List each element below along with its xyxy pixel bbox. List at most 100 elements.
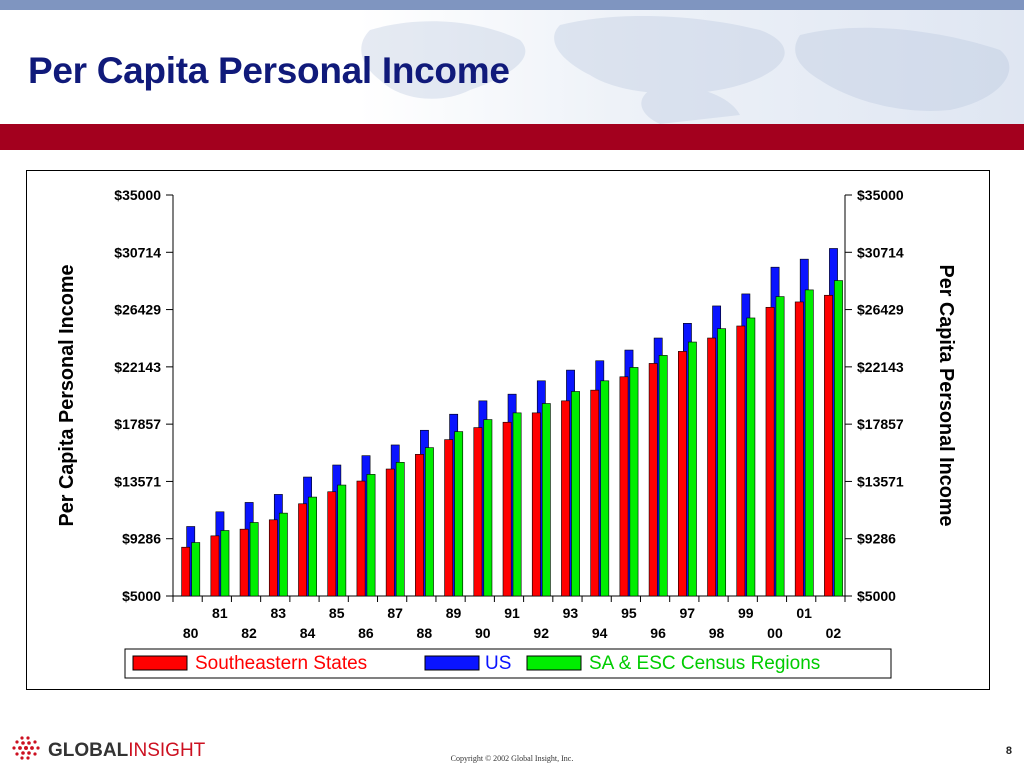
bar-southeastern-states-00 (765, 306, 775, 597)
x-tick-label: 93 (563, 605, 579, 621)
x-tick-label: 95 (621, 605, 637, 621)
x-tick-label: 98 (709, 625, 725, 641)
bar-southeastern-states-90 (473, 427, 483, 597)
slide-title: Per Capita Personal Income (28, 50, 510, 91)
y-tick-label-left: $22143 (114, 359, 161, 375)
bar-sa-esc-census-regions-97 (688, 341, 697, 597)
bar-southeastern-states-99 (736, 325, 746, 597)
x-tick-label: 80 (183, 625, 199, 641)
bar-southeastern-states-87 (385, 468, 395, 597)
x-tick-label: 83 (270, 605, 286, 621)
bar-southeastern-states-84 (298, 503, 307, 597)
bar-sa-esc-census-regions-86 (366, 474, 376, 597)
x-tick-label: 86 (358, 625, 374, 641)
global-insight-logo: GLOBALINSIGHT (12, 736, 206, 761)
y-tick-label-right: $9286 (857, 531, 896, 547)
bar-southeastern-states-01 (794, 301, 804, 597)
bar-southeastern-states-96 (648, 363, 658, 597)
copyright-notice: Copyright © 2002 Global Insight, Inc. (450, 754, 574, 763)
bar-southeastern-states-95 (619, 376, 629, 597)
bar-southeastern-states-94 (590, 389, 600, 597)
y-tick-label-left: $17857 (114, 416, 161, 432)
bar-southeastern-states-83 (268, 519, 278, 597)
bar-sa-esc-census-regions-87 (395, 462, 405, 597)
y-tick-label-right: $26429 (857, 302, 904, 318)
legend: Southeastern States US SA & ESC Census Reg… (124, 648, 892, 679)
y-tick-label-right: $5000 (857, 588, 896, 604)
income-bar-chart: $35000 $35000 $30714 $30714 $26429 $26429 $221… (56, 187, 957, 679)
x-tick-label: 89 (446, 605, 462, 621)
legend-label: SA & ESC Census Regions (589, 653, 820, 674)
y-tick-label-left: $9286 (122, 531, 161, 547)
bar-sa-esc-census-regions-80 (191, 542, 201, 597)
x-tick-label: 02 (826, 625, 842, 641)
bar-southeastern-states-91 (502, 421, 512, 597)
bar-southeastern-states-85 (327, 491, 337, 597)
y-tick-label-left: $5000 (122, 588, 161, 604)
y-tick-label-right: $30714 (857, 244, 904, 260)
bar-sa-esc-census-regions-94 (600, 380, 610, 597)
y-axis-title-right: Per Capita Personal Income (935, 265, 957, 527)
legend-box (124, 648, 892, 679)
y-axis-title-left: Per Capita Personal Income (56, 265, 78, 527)
bar-southeastern-states-88 (415, 454, 424, 597)
bar-sa-esc-census-regions-95 (629, 367, 639, 597)
legend-swatch (424, 655, 480, 671)
bar-sa-esc-census-regions-81 (220, 530, 230, 597)
y-tick-label-left: $13571 (114, 473, 161, 489)
bar-sa-esc-census-regions-92 (541, 403, 551, 597)
bar-southeastern-states-97 (678, 351, 687, 597)
x-tick-label: 81 (212, 605, 228, 621)
bar-sa-esc-census-regions-93 (571, 391, 580, 597)
bar-sa-esc-census-regions-83 (278, 512, 288, 597)
x-tick-label: 88 (417, 625, 433, 641)
bar-sa-esc-census-regions-84 (308, 496, 317, 597)
bar-sa-esc-census-regions-02 (834, 280, 843, 597)
y-tick-label-left: $26429 (114, 302, 161, 318)
bar-sa-esc-census-regions-88 (425, 447, 434, 597)
x-tick-label: 97 (680, 605, 696, 621)
x-tick-label: 01 (796, 605, 812, 621)
x-tick-label: 90 (475, 625, 491, 641)
chart-frame: $35000 $35000 $30714 $30714 $26429 $26429 $221… (26, 170, 990, 690)
bar-sa-esc-census-regions-89 (454, 431, 464, 597)
x-tick-label: 96 (650, 625, 666, 641)
bar-southeastern-states-86 (356, 480, 366, 597)
x-tick-label: 87 (387, 605, 403, 621)
y-tick-label-right: $35000 (857, 187, 904, 203)
x-tick-label: 84 (300, 625, 316, 641)
world-map-watermark (361, 15, 1010, 124)
y-tick-label-right: $17857 (857, 416, 904, 432)
x-tick-label: 99 (738, 605, 754, 621)
page-number: 8 (1005, 745, 1012, 757)
legend-swatch (132, 655, 188, 671)
bar-southeastern-states-80 (181, 546, 191, 597)
bar-southeastern-states-89 (444, 439, 454, 597)
legend-label: Southeastern States (195, 653, 367, 674)
svg-text:GLOBALINSIGHT: GLOBALINSIGHT (48, 740, 206, 761)
bar-sa-esc-census-regions-00 (775, 296, 785, 597)
y-tick-label-left: $35000 (114, 187, 161, 203)
bar-sa-esc-census-regions-82 (249, 522, 259, 597)
x-tick-label: 91 (504, 605, 520, 621)
bar-southeastern-states-93 (561, 400, 570, 597)
bar-southeastern-states-02 (824, 294, 833, 597)
top-accent-strip (0, 0, 1024, 10)
x-tick-label: 94 (592, 625, 608, 641)
bar-southeastern-states-92 (531, 412, 541, 597)
bar-sa-esc-census-regions-85 (337, 484, 347, 597)
x-tick-label: 00 (767, 625, 783, 641)
bar-sa-esc-census-regions-99 (746, 317, 756, 597)
bar-sa-esc-census-regions-01 (804, 289, 814, 597)
y-tick-label-left: $30714 (114, 244, 161, 260)
header-red-bar (0, 124, 1024, 150)
y-tick-label-right: $22143 (857, 359, 904, 375)
header-background (0, 10, 1024, 124)
bar-sa-esc-census-regions-98 (717, 328, 727, 597)
bar-southeastern-states-81 (210, 535, 220, 597)
bar-sa-esc-census-regions-96 (658, 355, 668, 597)
bar-southeastern-states-98 (707, 337, 717, 597)
x-tick-label: 85 (329, 605, 345, 621)
bar-sa-esc-census-regions-91 (512, 412, 522, 597)
legend-swatch (526, 655, 582, 671)
